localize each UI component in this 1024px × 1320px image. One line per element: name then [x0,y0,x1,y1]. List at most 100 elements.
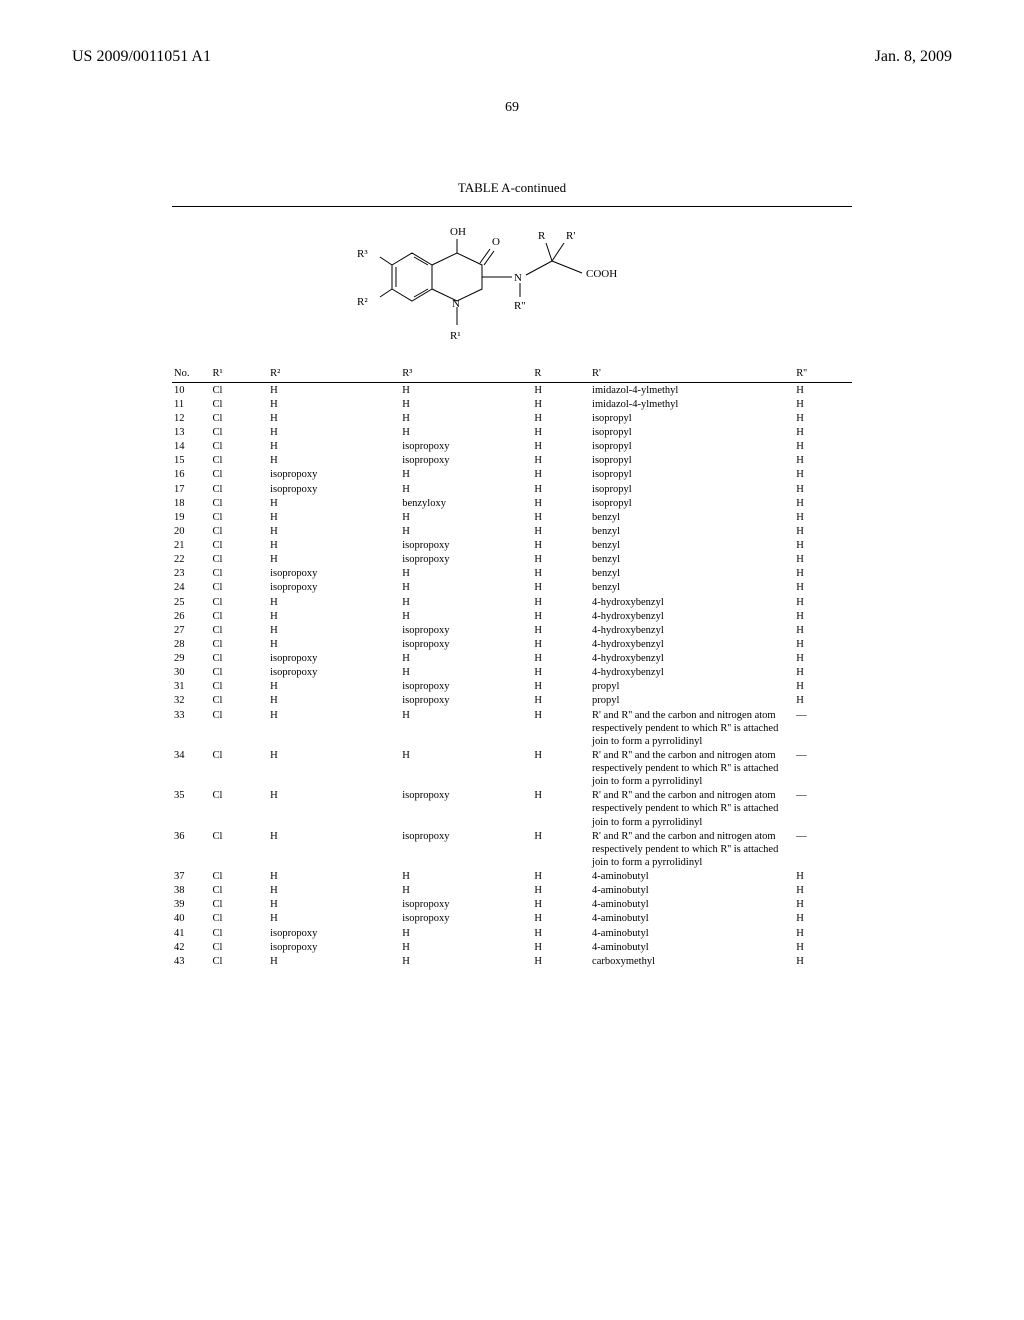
cell-r3: isopropoxy [400,454,532,468]
cell-r: H [532,609,590,623]
cell-r1: Cl [210,553,268,567]
cell-rp: imidazol-4-ylmethyl [590,397,794,411]
cell-no: 16 [172,468,210,482]
cell-rpp: H [794,884,852,898]
cell-r2: isopropoxy [268,652,400,666]
table-row: 15ClHisopropoxyHisopropylH [172,454,852,468]
label-cooh: COOH [586,268,617,280]
cell-r3: isopropoxy [400,898,532,912]
cell-r: H [532,496,590,510]
cell-rpp: H [794,482,852,496]
cell-no: 34 [172,748,210,788]
cell-r: H [532,954,590,968]
cell-rp: 4-hydroxybenzyl [590,609,794,623]
cell-r3: H [400,666,532,680]
cell-rp: 4-hydroxybenzyl [590,595,794,609]
cell-r1: Cl [210,397,268,411]
cell-rp: isopropyl [590,426,794,440]
substituent-table: No. R¹ R² R³ R R' R'' 10ClHHHimidazol-4-… [172,363,852,968]
table-row: 36ClHisopropoxyHR' and R'' and the carbo… [172,829,852,869]
table-header-row: No. R¹ R² R³ R R' R'' [172,363,852,382]
cell-r3: H [400,397,532,411]
cell-r: H [532,870,590,884]
cell-r: H [532,789,590,829]
cell-r1: Cl [210,912,268,926]
cell-rpp: H [794,539,852,553]
cell-no: 15 [172,454,210,468]
cell-r2: H [268,789,400,829]
cell-r3: isopropoxy [400,539,532,553]
cell-r2: H [268,898,400,912]
cell-rpp: H [794,454,852,468]
cell-rp: 4-aminobutyl [590,898,794,912]
publication-date: Jan. 8, 2009 [875,48,952,66]
cell-rp: isopropyl [590,468,794,482]
cell-rpp: H [794,595,852,609]
cell-r3: H [400,595,532,609]
cell-r1: Cl [210,708,268,748]
table-row: 24ClisopropoxyHHbenzylH [172,581,852,595]
cell-r1: Cl [210,496,268,510]
cell-r1: Cl [210,440,268,454]
table-row: 23ClisopropoxyHHbenzylH [172,567,852,581]
label-r: R [538,230,546,242]
cell-r3: isopropoxy [400,553,532,567]
cell-no: 31 [172,680,210,694]
table-row: 38ClHHH4-aminobutylH [172,884,852,898]
cell-no: 10 [172,383,210,397]
cell-r3: H [400,926,532,940]
table-row: 26ClHHH4-hydroxybenzylH [172,609,852,623]
cell-rpp: H [794,694,852,708]
cell-r: H [532,829,590,869]
cell-rpp: H [794,411,852,425]
cell-no: 26 [172,609,210,623]
label-r1: R¹ [450,330,461,342]
table-row: 11ClHHHimidazol-4-ylmethylH [172,397,852,411]
cell-r3: isopropoxy [400,912,532,926]
cell-r: H [532,581,590,595]
cell-r2: H [268,397,400,411]
cell-rp: benzyl [590,510,794,524]
cell-r3: H [400,708,532,748]
page-number: 69 [0,100,1024,116]
cell-r: H [532,926,590,940]
cell-no: 13 [172,426,210,440]
cell-no: 23 [172,567,210,581]
cell-rp: benzyl [590,567,794,581]
table-row: 32ClHisopropoxyHpropylH [172,694,852,708]
cell-rpp: H [794,426,852,440]
cell-r2: H [268,595,400,609]
cell-r3: H [400,524,532,538]
cell-r2: H [268,510,400,524]
cell-r1: Cl [210,383,268,397]
cell-rp: benzyl [590,553,794,567]
cell-no: 40 [172,912,210,926]
cell-r3: H [400,411,532,425]
cell-rpp: — [794,829,852,869]
cell-rpp: H [794,954,852,968]
col-r: R [532,363,590,382]
cell-r2: H [268,496,400,510]
cell-rpp: H [794,912,852,926]
cell-r2: H [268,411,400,425]
cell-r3: benzyloxy [400,496,532,510]
cell-rp: carboxymethyl [590,954,794,968]
cell-r3: isopropoxy [400,637,532,651]
cell-r: H [532,884,590,898]
col-r2: R² [268,363,400,382]
cell-rpp: H [794,870,852,884]
table-row: 42ClisopropoxyHH4-aminobutylH [172,940,852,954]
cell-r: H [532,748,590,788]
table-caption: TABLE A-continued [172,180,852,196]
cell-r1: Cl [210,567,268,581]
cell-no: 14 [172,440,210,454]
cell-r2: isopropoxy [268,468,400,482]
cell-r1: Cl [210,898,268,912]
label-r2: R² [357,296,368,308]
cell-r: H [532,510,590,524]
cell-r: H [532,524,590,538]
cell-r2: H [268,829,400,869]
cell-rpp: H [794,940,852,954]
cell-r: H [532,680,590,694]
table-row: 12ClHHHisopropylH [172,411,852,425]
